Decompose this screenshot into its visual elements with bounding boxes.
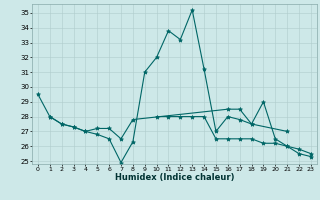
X-axis label: Humidex (Indice chaleur): Humidex (Indice chaleur) [115, 173, 234, 182]
